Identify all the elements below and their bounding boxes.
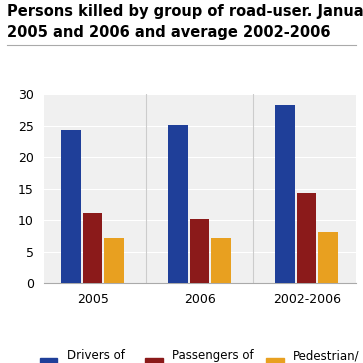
Bar: [211, 238, 231, 283]
Bar: [104, 238, 124, 283]
Bar: [276, 105, 295, 283]
Bar: [168, 125, 188, 283]
Text: Persons killed by group of road-user. January-March: Persons killed by group of road-user. Ja…: [7, 4, 363, 19]
Legend: Drivers of
automobile, Passengers of
automobile, Pedestrian/
sledging: Drivers of automobile, Passengers of aut…: [40, 350, 360, 363]
Bar: [318, 232, 338, 283]
Bar: [61, 130, 81, 283]
Bar: [190, 219, 209, 283]
Bar: [297, 193, 317, 283]
Bar: [83, 213, 102, 283]
Text: 2005 and 2006 and average 2002-2006: 2005 and 2006 and average 2002-2006: [7, 25, 331, 40]
